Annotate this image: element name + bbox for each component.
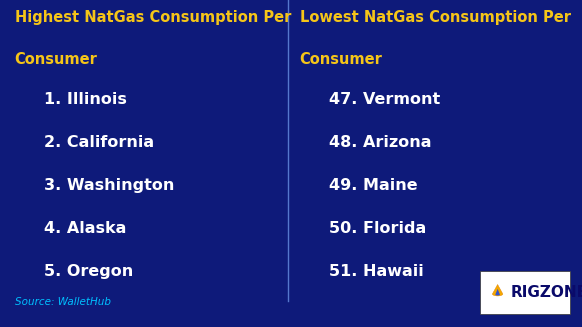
Text: 51. Hawaii: 51. Hawaii: [329, 264, 424, 279]
Text: 48. Arizona: 48. Arizona: [329, 135, 431, 150]
Text: Source: WalletHub: Source: WalletHub: [15, 297, 111, 307]
Text: Lowest NatGas Consumption Per: Lowest NatGas Consumption Per: [300, 10, 571, 25]
Text: 49. Maine: 49. Maine: [329, 178, 417, 193]
Text: RIGZONE: RIGZONE: [510, 285, 582, 300]
Text: 4. Alaska: 4. Alaska: [44, 221, 126, 236]
Text: 3. Washington: 3. Washington: [44, 178, 174, 193]
Text: Consumer: Consumer: [300, 52, 382, 67]
FancyBboxPatch shape: [480, 271, 570, 314]
Text: 47. Vermont: 47. Vermont: [329, 92, 440, 107]
Text: 2. California: 2. California: [44, 135, 154, 150]
Polygon shape: [492, 284, 503, 296]
Text: 1. Illinois: 1. Illinois: [44, 92, 126, 107]
Text: 5. Oregon: 5. Oregon: [44, 264, 133, 279]
Text: Highest NatGas Consumption Per: Highest NatGas Consumption Per: [15, 10, 291, 25]
Polygon shape: [495, 289, 500, 295]
Text: 50. Florida: 50. Florida: [329, 221, 426, 236]
Text: Consumer: Consumer: [15, 52, 97, 67]
